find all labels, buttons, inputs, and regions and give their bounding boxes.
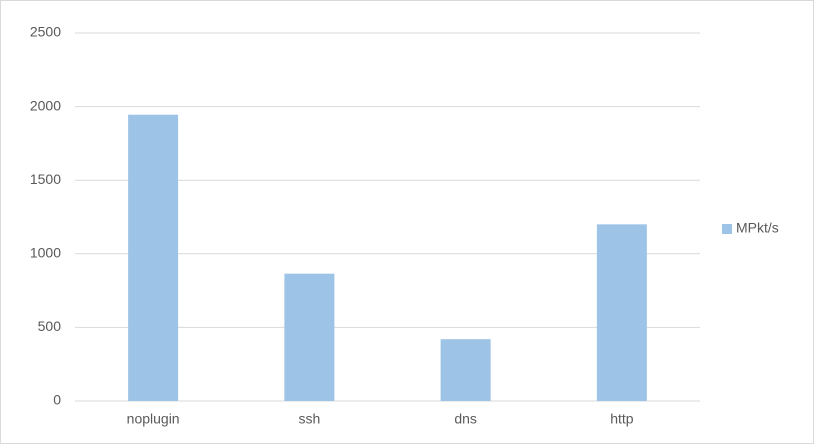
y-tick-label: 1500 <box>30 171 61 187</box>
x-tick-label: noplugin <box>127 411 180 427</box>
bar <box>284 273 335 401</box>
y-tick-label: 500 <box>38 318 62 334</box>
x-tick-label: ssh <box>298 411 320 427</box>
y-tick-label: 0 <box>53 392 61 408</box>
bar <box>128 114 179 402</box>
y-tick-label: 2000 <box>30 97 61 113</box>
bar <box>596 224 647 401</box>
bar <box>440 339 491 401</box>
x-tick-label: dns <box>454 411 477 427</box>
y-tick-label: 1000 <box>30 245 61 261</box>
y-tick-label: 2500 <box>30 24 61 40</box>
x-tick-label: http <box>610 411 634 427</box>
legend-swatch <box>722 224 732 234</box>
legend-label: MPkt/s <box>736 220 779 236</box>
